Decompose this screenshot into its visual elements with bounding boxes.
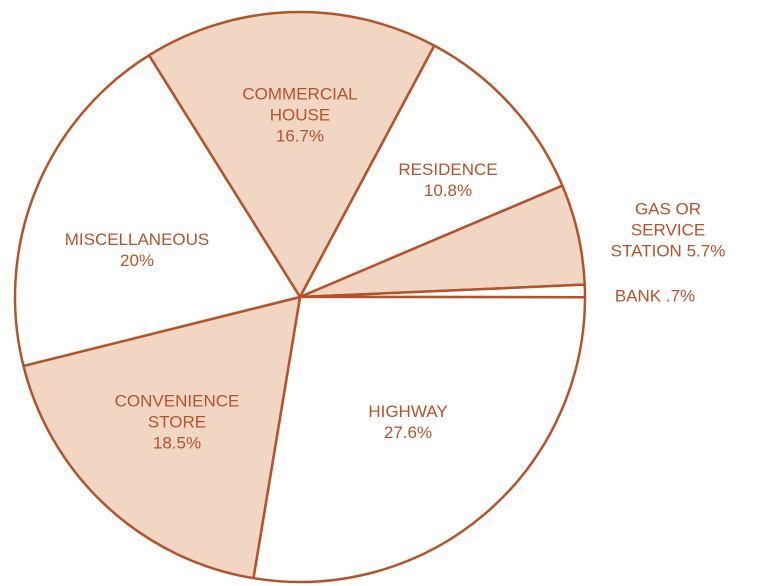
category-label: CONVENIENCE STORE [114, 391, 240, 432]
value-label: 5.7% [686, 241, 726, 261]
category-label: HIGHWAY [368, 402, 448, 421]
value-label: 10.8% [423, 181, 473, 200]
slice-label: GAS OR SERVICE STATION 5.7% [602, 199, 734, 262]
value-label: .7% [665, 286, 696, 306]
slice-label: RESIDENCE 10.8% [383, 159, 513, 201]
slice-label: CONVENIENCE STORE 18.5% [97, 391, 257, 454]
slice-label: HIGHWAY 27.6% [343, 401, 473, 443]
category-label: BANK [614, 286, 662, 306]
category-label: COMMERCIAL HOUSE [242, 84, 358, 125]
pie-slice [147, 10, 436, 299]
pie-slice [13, 54, 302, 368]
category-label: RESIDENCE [398, 160, 498, 179]
pie-slice [22, 295, 302, 580]
value-label: 16.7% [275, 126, 325, 146]
value-label: 27.6% [383, 423, 433, 442]
category-label: GAS OR SERVICE STATION [610, 199, 706, 261]
pie-slice [252, 295, 587, 584]
slice-label: MISCELLANEOUS 20% [52, 229, 222, 271]
slice-label: COMMERCIAL HOUSE 16.7% [225, 84, 375, 147]
pie-slice [298, 44, 564, 299]
value-label: 18.5% [152, 433, 202, 453]
value-label: 20% [119, 251, 155, 270]
slice-label: BANK .7% [595, 286, 715, 307]
category-label: MISCELLANEOUS [64, 230, 210, 249]
